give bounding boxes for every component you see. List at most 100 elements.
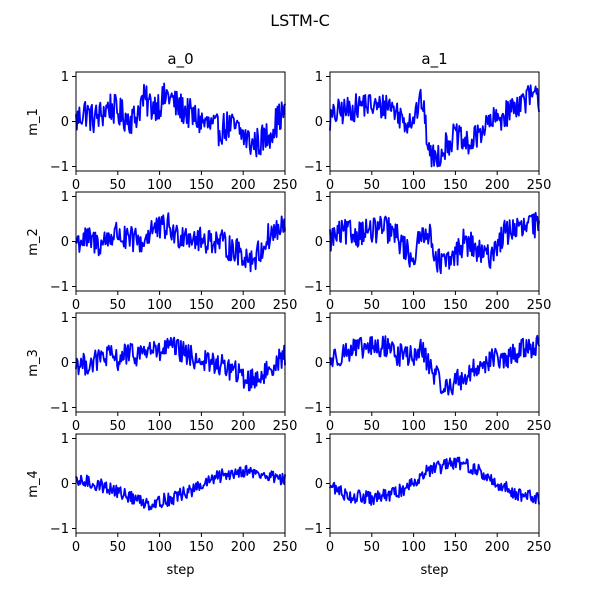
y-tick-label-m_2-a_0--1: −1: [50, 280, 69, 295]
series-line-m_1-a_0: [75, 82, 286, 158]
x-tick-label-m_4-a_0-0: 0: [72, 540, 80, 555]
row-label-m1: m_1: [26, 108, 41, 135]
x-tick-label-m_3-a_0-150: 150: [189, 419, 214, 434]
x-tick-label-m_4-a_0-150: 150: [189, 540, 214, 555]
x-tick-label-m_2-a_0-50: 50: [110, 298, 127, 313]
x-tick-label-m_2-a_1-150: 150: [443, 298, 468, 313]
x-tick-label-m_4-a_1-100: 100: [401, 540, 426, 555]
x-tick-label-m_4-a_0-200: 200: [231, 540, 256, 555]
y-tick-label-m_3-a_0--1: −1: [50, 401, 69, 416]
x-tick-label-m_4-a_1-150: 150: [443, 540, 468, 555]
x-tick-label-m_2-a_1-100: 100: [401, 298, 426, 313]
axes-frame-m_4-a_0: [75, 433, 286, 534]
x-tick-label-m_4-a_1-200: 200: [485, 540, 510, 555]
x-tick-label-m_2-a_1-0: 0: [326, 298, 334, 313]
y-tick-label-m_2-a_0-1: 1: [61, 190, 69, 205]
axes-frame-m_3-a_0: [75, 312, 286, 413]
x-tick-label-m_1-a_0-200: 200: [231, 178, 256, 193]
x-tick-label-m_2-a_0-150: 150: [189, 298, 214, 313]
y-tick-label-m_2-a_1--1: −1: [304, 280, 323, 295]
x-tick-label-m_3-a_1-150: 150: [443, 419, 468, 434]
series-line-m_4-a_1: [329, 456, 540, 506]
row-label-m4: m_4: [26, 470, 41, 497]
x-tick-label-m_2-a_0-200: 200: [231, 298, 256, 313]
y-tick-label-m_3-a_1--1: −1: [304, 401, 323, 416]
series-line-m_1-a_1: [329, 84, 540, 168]
x-tick-label-m_4-a_0-100: 100: [147, 540, 172, 555]
x-tick-label-m_3-a_1-250: 250: [527, 419, 552, 434]
x-tick-label-m_1-a_0-0: 0: [72, 178, 80, 193]
series-line-m_2-a_0: [75, 212, 286, 273]
column-title-a0: a_0: [167, 50, 193, 69]
axes-frame-m_4-a_1: [329, 433, 540, 534]
x-tick-label-m_1-a_0-50: 50: [110, 178, 127, 193]
x-tick-label-m_1-a_0-250: 250: [273, 178, 298, 193]
x-tick-label-m_3-a_0-50: 50: [110, 419, 127, 434]
row-label-m3: m_3: [26, 349, 41, 376]
y-tick-label-m_2-a_1-1: 1: [315, 190, 323, 205]
series-line-m_4-a_0: [75, 464, 286, 511]
y-tick-label-m_4-a_0-1: 1: [61, 432, 69, 447]
x-tick-label-m_1-a_0-150: 150: [189, 178, 214, 193]
panel-m_4-a_0: 0 50 100 150 200 250−101: [50, 432, 298, 555]
x-tick-label-m_1-a_1-50: 50: [364, 178, 381, 193]
y-tick-label-m_4-a_1-1: 1: [315, 432, 323, 447]
series-line-m_3-a_0: [75, 336, 286, 392]
x-tick-label-m_3-a_1-0: 0: [326, 419, 334, 434]
series-line-m_3-a_1: [329, 334, 540, 396]
x-tick-label-m_2-a_0-0: 0: [72, 298, 80, 313]
panel-m_3-a_1: 0 50 100 150 200 250−101: [304, 311, 552, 434]
x-tick-label-m_1-a_0-100: 100: [147, 178, 172, 193]
y-tick-label-m_4-a_1-0: 0: [315, 477, 323, 492]
x-tick-label-m_4-a_1-250: 250: [527, 540, 552, 555]
y-tick-label-m_4-a_0-0: 0: [61, 477, 69, 492]
axes-frame-m_1-a_0: [75, 71, 286, 172]
panel-m_1-a_1: 0 50 100 150 200 250−101: [304, 70, 552, 193]
y-tick-label-m_1-a_1--1: −1: [304, 160, 323, 175]
panel-m_3-a_0: 0 50 100 150 200 250−101: [50, 311, 298, 434]
y-tick-label-m_1-a_0-0: 0: [61, 115, 69, 130]
x-tick-label-m_3-a_0-100: 100: [147, 419, 172, 434]
y-tick-label-m_4-a_1--1: −1: [304, 522, 323, 537]
x-tick-label-m_1-a_1-150: 150: [443, 178, 468, 193]
x-tick-label-m_4-a_0-250: 250: [273, 540, 298, 555]
x-tick-label-m_2-a_1-200: 200: [485, 298, 510, 313]
x-tick-label-m_3-a_0-200: 200: [231, 419, 256, 434]
x-tick-label-m_3-a_1-200: 200: [485, 419, 510, 434]
y-tick-label-m_3-a_1-0: 0: [315, 356, 323, 371]
y-tick-label-m_2-a_1-0: 0: [315, 235, 323, 250]
y-tick-label-m_1-a_0--1: −1: [50, 160, 69, 175]
x-tick-label-m_3-a_1-100: 100: [401, 419, 426, 434]
y-tick-label-m_3-a_0-0: 0: [61, 356, 69, 371]
x-tick-label-m_3-a_0-250: 250: [273, 419, 298, 434]
x-tick-label-m_4-a_1-0: 0: [326, 540, 334, 555]
x-tick-label-m_4-a_0-50: 50: [110, 540, 127, 555]
x-tick-label-m_1-a_1-250: 250: [527, 178, 552, 193]
column-title-a1: a_1: [421, 50, 447, 69]
x-tick-label-m_1-a_1-100: 100: [401, 178, 426, 193]
series-line-m_2-a_1: [329, 211, 540, 275]
x-axis-label-a0: step: [166, 563, 194, 578]
x-tick-label-m_2-a_0-100: 100: [147, 298, 172, 313]
panel-m_2-a_0: 0 50 100 150 200 250−101: [50, 190, 298, 313]
y-tick-label-m_3-a_1-1: 1: [315, 311, 323, 326]
x-tick-label-m_2-a_1-50: 50: [364, 298, 381, 313]
x-tick-label-m_1-a_1-200: 200: [485, 178, 510, 193]
x-tick-label-m_3-a_0-0: 0: [72, 419, 80, 434]
y-tick-label-m_4-a_0--1: −1: [50, 522, 69, 537]
x-axis-label-a1: step: [420, 563, 448, 578]
y-tick-label-m_1-a_1-0: 0: [315, 115, 323, 130]
x-tick-label-m_3-a_1-50: 50: [364, 419, 381, 434]
panel-m_2-a_1: 0 50 100 150 200 250−101: [304, 190, 552, 313]
row-label-m2: m_2: [26, 228, 41, 255]
chart-title: LSTM-C: [270, 11, 330, 30]
panel-m_4-a_1: 0 50 100 150 200 250−101: [304, 432, 552, 555]
x-tick-label-m_2-a_0-250: 250: [273, 298, 298, 313]
y-tick-label-m_3-a_0-1: 1: [61, 311, 69, 326]
x-tick-label-m_1-a_1-0: 0: [326, 178, 334, 193]
x-tick-label-m_2-a_1-250: 250: [527, 298, 552, 313]
y-tick-label-m_2-a_0-0: 0: [61, 235, 69, 250]
panel-m_1-a_0: 0 50 100 150 200 250−101: [50, 70, 298, 193]
